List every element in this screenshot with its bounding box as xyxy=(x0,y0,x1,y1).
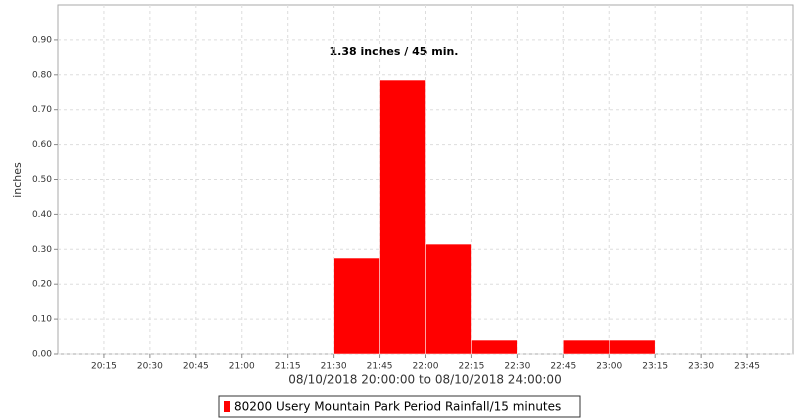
y-tick-label: 0.90 xyxy=(32,35,52,45)
x-tick-label: 23:45 xyxy=(734,362,760,372)
y-tick-label: 0.10 xyxy=(32,315,52,325)
bar xyxy=(609,339,656,355)
y-tick-label: 0.60 xyxy=(32,140,52,150)
x-axis-label: 08/10/2018 20:00:00 to 08/10/2018 24:00:… xyxy=(288,373,561,387)
x-tick-label: 21:30 xyxy=(321,362,347,372)
x-tick-label: 22:15 xyxy=(458,362,484,372)
x-tick-label: 22:30 xyxy=(504,362,530,372)
x-tick-label: 20:15 xyxy=(91,362,117,372)
x-tick-label: 22:00 xyxy=(413,362,439,372)
x-tick-label: 21:45 xyxy=(367,362,393,372)
x-tick-label: 22:45 xyxy=(550,362,576,372)
legend-label: 80200 Usery Mountain Park Period Rainfal… xyxy=(234,400,561,414)
y-tick-label: 0.20 xyxy=(32,280,52,290)
legend xyxy=(218,395,581,418)
bar xyxy=(379,79,426,355)
x-tick-label: 23:15 xyxy=(642,362,668,372)
y-tick-label: 0.30 xyxy=(32,245,52,255)
bar xyxy=(425,243,472,355)
bar xyxy=(333,257,380,355)
x-tick-label: 21:15 xyxy=(275,362,301,372)
x-tick-label: 20:45 xyxy=(183,362,209,372)
legend-swatch xyxy=(224,401,230,412)
y-tick-label: 0.70 xyxy=(32,105,52,115)
x-tick-label: 23:00 xyxy=(596,362,622,372)
x-tick-label: 21:00 xyxy=(229,362,255,372)
bar xyxy=(471,339,518,355)
x-tick-label: 23:30 xyxy=(688,362,714,372)
y-tick-label: 0.80 xyxy=(32,70,52,80)
x-tick-label: 20:30 xyxy=(137,362,163,372)
y-tick-label: 0.50 xyxy=(32,175,52,185)
y-tick-label: 0.00 xyxy=(32,350,52,360)
annotation: 1.38 inches / 45 min. xyxy=(330,45,459,58)
y-axis-label: inches xyxy=(11,162,24,198)
bar xyxy=(563,339,610,355)
y-tick-label: 0.40 xyxy=(32,210,52,220)
